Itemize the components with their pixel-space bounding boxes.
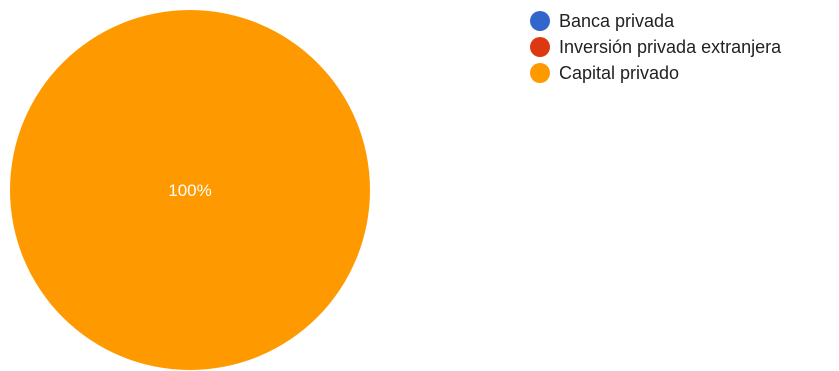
pie-slices <box>10 10 370 370</box>
legend-item-banca-privada[interactable]: Banca privada <box>530 8 781 34</box>
legend-label-capital-privado: Capital privado <box>559 62 680 83</box>
legend-item-inversion-privada-extranjera[interactable]: Inversión privada extranjera <box>530 34 781 60</box>
pie-slice-capital-privado[interactable] <box>10 10 370 370</box>
pie-slice-label-capital-privado: 100% <box>168 181 211 200</box>
legend-label-banca-privada: Banca privada <box>559 10 675 31</box>
legend-label-inversion-privada-extranjera: Inversión privada extranjera <box>559 36 782 57</box>
chart-legend: Banca privada Inversión privada extranje… <box>530 8 781 86</box>
legend-item-capital-privado[interactable]: Capital privado <box>530 60 781 86</box>
legend-swatch-capital-privado <box>530 63 550 83</box>
pie-slice-labels: 100% <box>168 181 211 200</box>
legend-swatch-inversion-privada-extranjera <box>530 37 550 57</box>
legend-swatch-banca-privada <box>530 11 550 31</box>
